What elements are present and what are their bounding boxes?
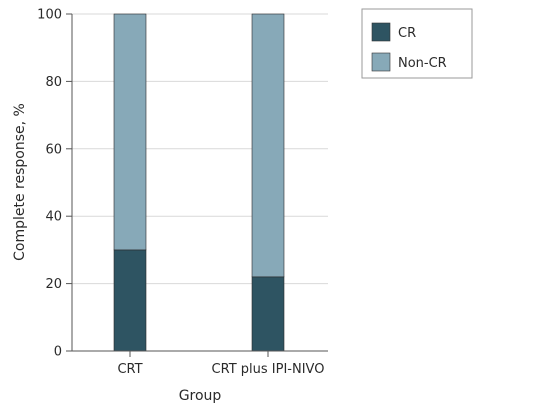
legend-label-non-cr: Non-CR: [398, 56, 447, 71]
x-axis-title: Group: [179, 388, 222, 404]
y-tick-label-60: 60: [45, 142, 62, 157]
x-ticks: CRT CRT plus IPI-NIVO: [117, 351, 324, 377]
bar-cr-0: [113, 249, 147, 352]
legend-swatch-non-cr: [371, 52, 391, 72]
legend: CR Non-CR: [361, 8, 473, 79]
y-ticks: 0 20 40 60 80 100: [37, 8, 72, 360]
y-tick-label-20: 20: [45, 277, 62, 292]
y-axis-title: Complete response, %: [12, 103, 28, 261]
y-tick-label-100: 100: [37, 8, 62, 23]
gridlines: [72, 13, 328, 285]
y-tick-label-0: 0: [54, 345, 62, 360]
axes: [71, 14, 328, 352]
legend-label-cr: CR: [398, 26, 416, 41]
bar-non-cr-1: [251, 13, 285, 278]
x-tick-label-1: CRT plus IPI-NIVO: [212, 362, 325, 377]
x-tick-label-0: CRT: [117, 362, 142, 377]
y-tick-label-40: 40: [45, 210, 62, 225]
bars: [113, 13, 285, 352]
legend-swatch-cr: [371, 22, 391, 42]
bar-non-cr-0: [113, 13, 147, 251]
y-tick-label-80: 80: [45, 75, 62, 90]
bar-cr-1: [251, 276, 285, 352]
